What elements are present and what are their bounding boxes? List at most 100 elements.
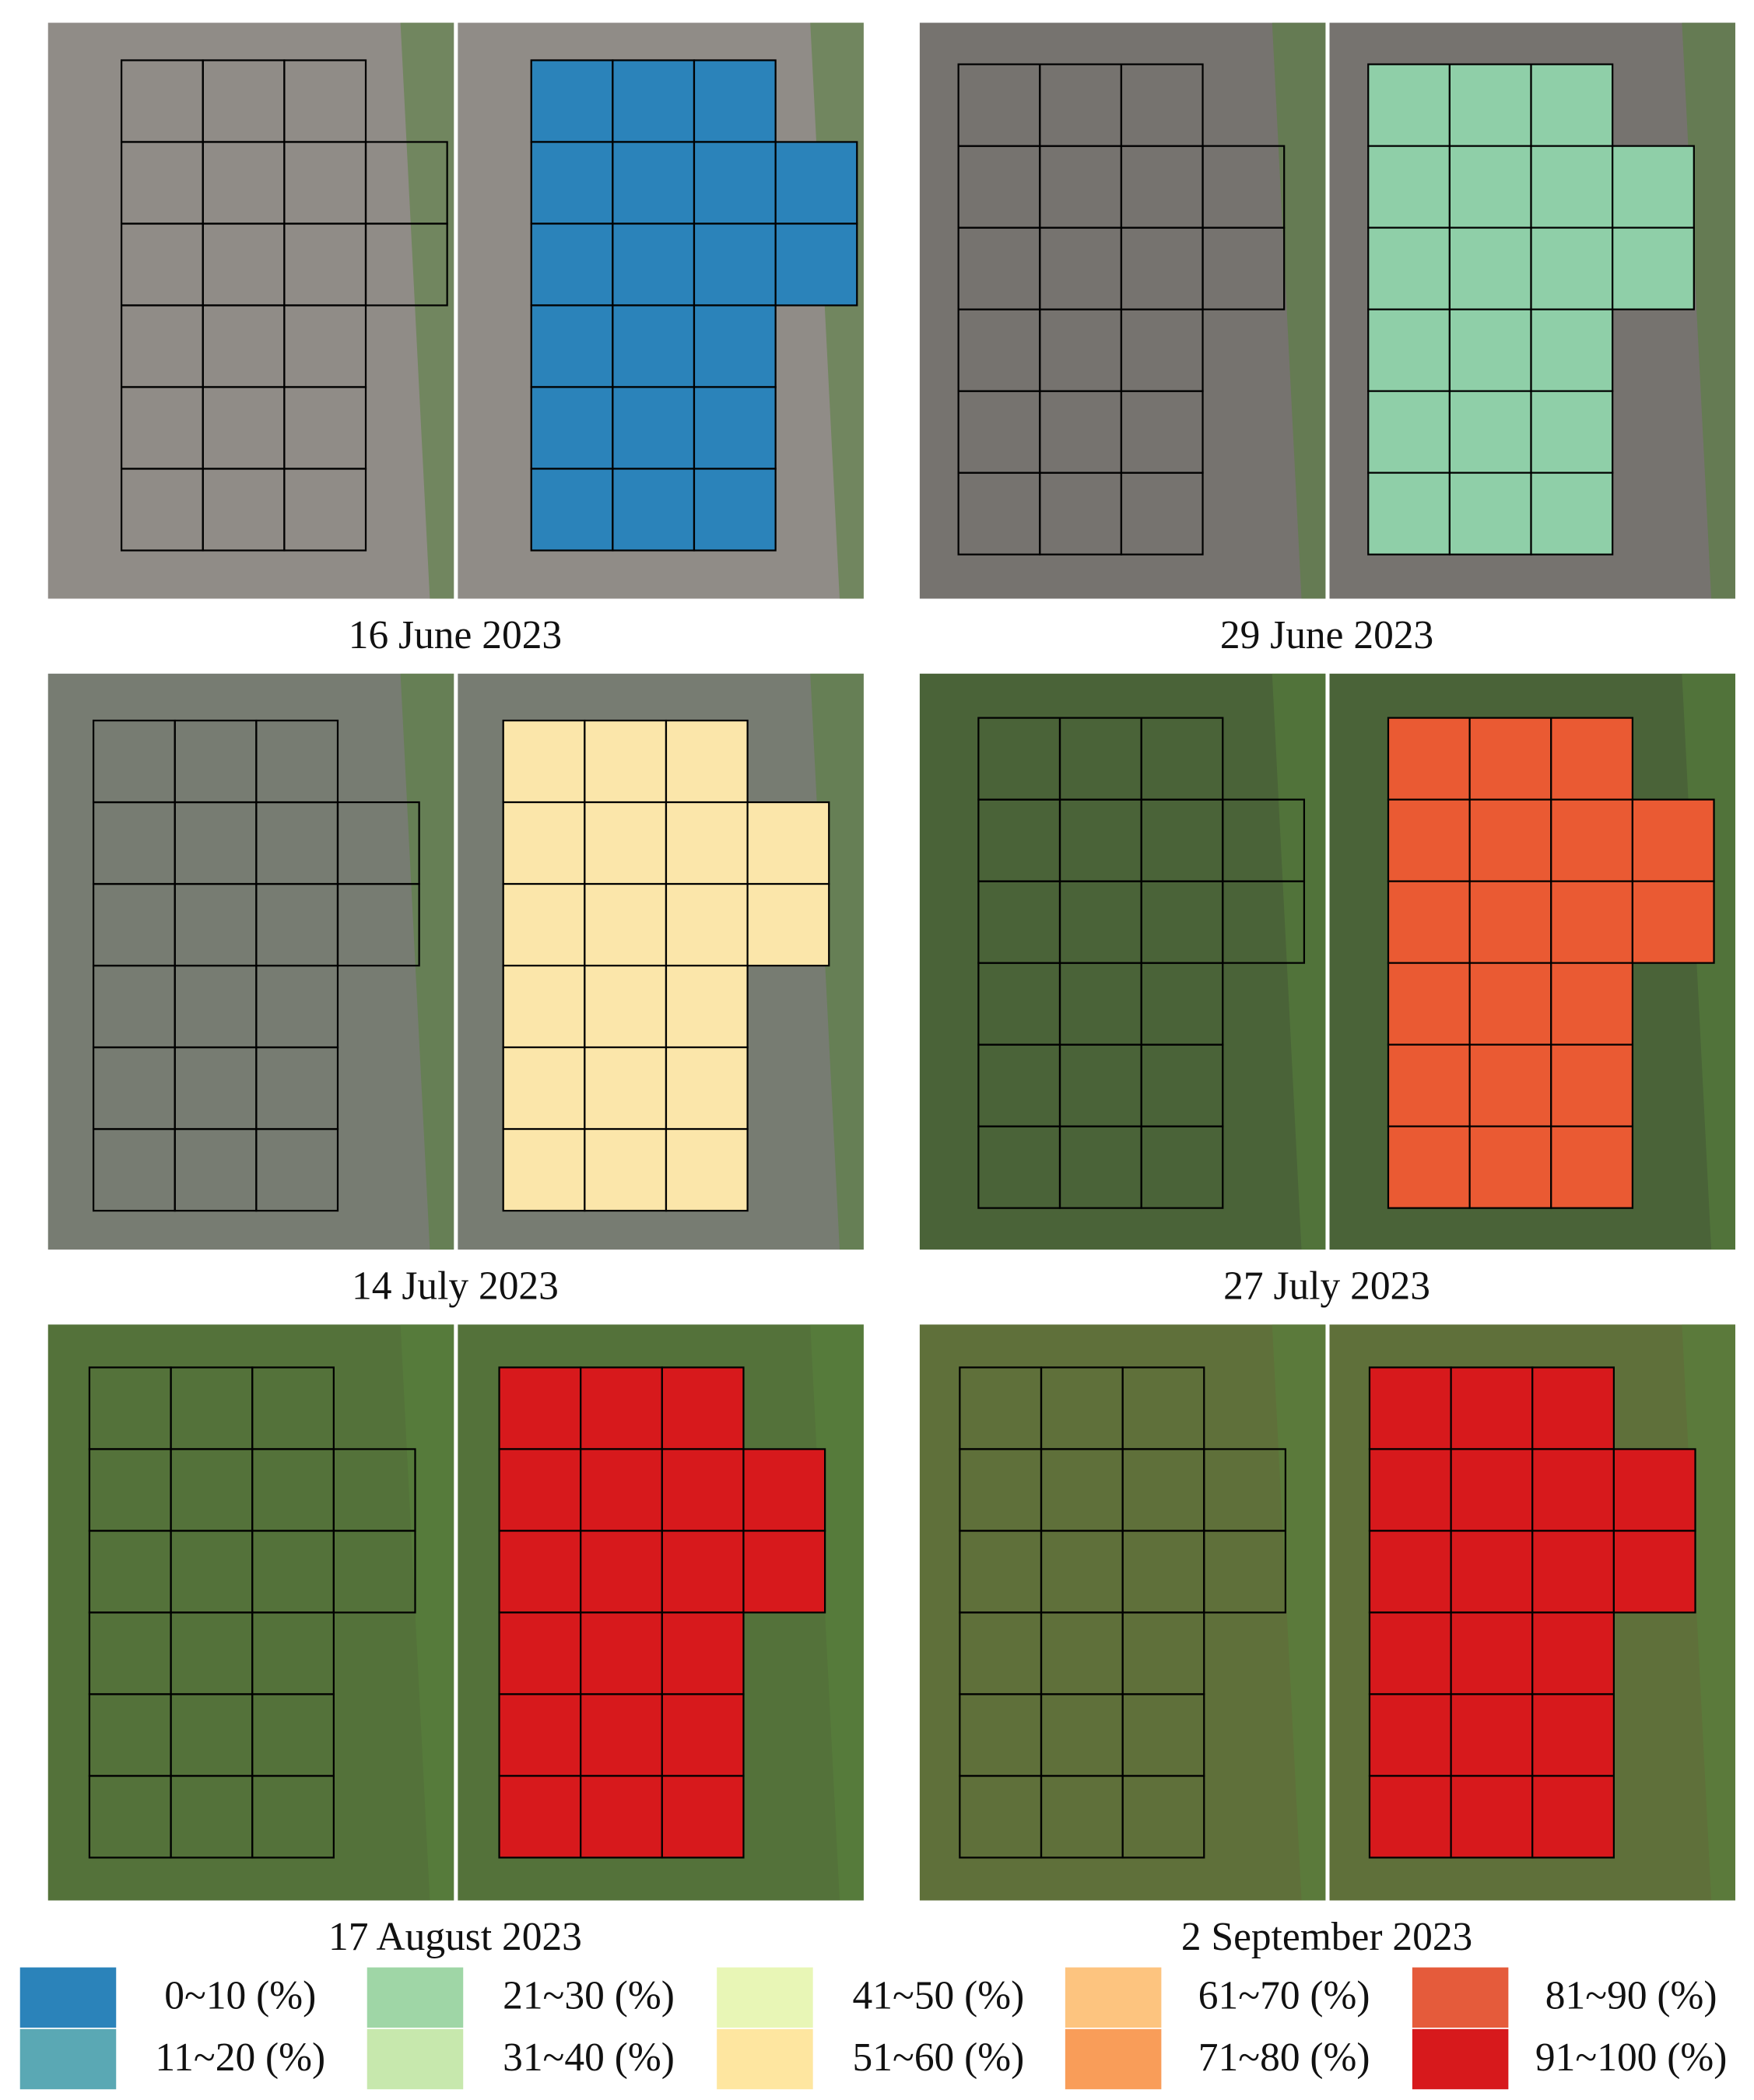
overlay-cell bbox=[1530, 63, 1614, 147]
overlay-cell bbox=[498, 1611, 582, 1695]
overlay-cell bbox=[746, 801, 830, 885]
aerial-photo bbox=[919, 673, 1326, 1250]
overlay-cell bbox=[661, 1611, 745, 1695]
panel: 16 June 2023 bbox=[47, 23, 864, 657]
overlay-cell bbox=[580, 1611, 663, 1695]
grid-cell bbox=[1140, 1125, 1224, 1209]
field-edge bbox=[1272, 23, 1326, 599]
overlay-cell bbox=[693, 223, 777, 307]
panel: 27 July 2023 bbox=[919, 673, 1735, 1308]
overlay-cell bbox=[580, 1530, 663, 1614]
legend-label: 91~100 (%) bbox=[1535, 2035, 1727, 2080]
overlay-cell bbox=[580, 1693, 663, 1777]
panel-caption: 2 September 2023 bbox=[1181, 1915, 1472, 1959]
overlay-cell bbox=[1368, 1448, 1452, 1532]
overlay-cell bbox=[584, 719, 668, 804]
overlay-cell bbox=[530, 59, 614, 143]
overlay-cell bbox=[1368, 1611, 1452, 1695]
grid-cell bbox=[1222, 880, 1306, 964]
legend-label: 61~70 (%) bbox=[1198, 1974, 1370, 2018]
field-shade bbox=[919, 23, 1326, 599]
overlay-cell bbox=[1387, 1125, 1471, 1209]
legend-swatch bbox=[1412, 1967, 1509, 2028]
overlay-cell bbox=[1387, 717, 1471, 801]
overlay-cell bbox=[1631, 798, 1715, 882]
field-shade bbox=[919, 673, 1326, 1250]
overlay-cell bbox=[1531, 1530, 1615, 1614]
grid-cell bbox=[364, 223, 448, 307]
overlay-cell bbox=[498, 1448, 582, 1532]
overlay-cell bbox=[661, 1448, 745, 1532]
overlay-cell bbox=[1450, 1611, 1534, 1695]
overlay-cell bbox=[498, 1530, 582, 1614]
overlay-cell bbox=[502, 964, 586, 1049]
overlay-cell bbox=[742, 1530, 826, 1614]
field-shade bbox=[47, 23, 454, 599]
grid-cell bbox=[332, 1530, 416, 1614]
overlay-cell bbox=[584, 801, 668, 885]
grid-cell bbox=[1121, 1775, 1205, 1859]
overlay-cell bbox=[1531, 1693, 1615, 1777]
overlay-cell bbox=[530, 141, 614, 225]
overlay-cell bbox=[661, 1366, 745, 1450]
overlay-cell bbox=[1450, 1693, 1534, 1777]
grid-cell bbox=[1120, 472, 1204, 556]
overlay-cell bbox=[665, 1046, 749, 1131]
panel-caption: 17 August 2023 bbox=[328, 1915, 582, 1959]
overlay-cell bbox=[530, 386, 614, 470]
overlay-cell bbox=[612, 141, 696, 225]
overlay-cell bbox=[502, 1127, 586, 1212]
overlay-cell bbox=[1368, 1530, 1452, 1614]
panel: 29 June 2023 bbox=[919, 23, 1735, 657]
field-edge bbox=[1272, 673, 1326, 1250]
overlay-cell bbox=[1530, 390, 1614, 474]
grid-cell bbox=[283, 468, 367, 552]
overlay-cell bbox=[612, 59, 696, 143]
grid-cell bbox=[251, 1775, 335, 1859]
overlay-cell bbox=[530, 304, 614, 388]
overlay-cell bbox=[1612, 1448, 1696, 1532]
overlay-cell bbox=[1387, 798, 1471, 882]
overlay-cell bbox=[1450, 1530, 1534, 1614]
overlay-cell bbox=[502, 801, 586, 885]
overlay-cell bbox=[1468, 1125, 1552, 1209]
overlay-cell bbox=[665, 801, 749, 885]
overlay-cell bbox=[693, 468, 777, 552]
grid-cell bbox=[1201, 226, 1286, 310]
legend-label: 51~60 (%) bbox=[853, 2035, 1025, 2080]
legend-label: 21~30 (%) bbox=[503, 1974, 675, 2018]
overlay-cell bbox=[1531, 1448, 1615, 1532]
overlay-cell bbox=[665, 719, 749, 804]
legend-swatch bbox=[717, 2028, 813, 2090]
overlay-cell bbox=[774, 223, 858, 307]
overlay-cell bbox=[1550, 962, 1634, 1046]
legend-swatch bbox=[367, 1967, 464, 2028]
overlay-cell bbox=[580, 1448, 663, 1532]
overlay-cell bbox=[1530, 226, 1614, 310]
legend-swatch bbox=[19, 1967, 117, 2028]
overlay-cell bbox=[665, 882, 749, 967]
overlay-cell bbox=[1550, 880, 1634, 964]
aerial-photo bbox=[919, 23, 1326, 599]
overlay-cell bbox=[1367, 226, 1451, 310]
overlay-cell bbox=[498, 1366, 582, 1450]
overlay-cell bbox=[774, 141, 858, 225]
overlay-cell bbox=[1448, 226, 1532, 310]
panel: 2 September 2023 bbox=[919, 1324, 1735, 1959]
overlay-cell bbox=[1550, 1125, 1634, 1209]
overlay-cell bbox=[1530, 308, 1614, 392]
overlay-cell bbox=[1450, 1448, 1534, 1532]
overlay-cell bbox=[665, 1127, 749, 1212]
overlay-cell bbox=[1612, 145, 1695, 229]
overlay-cell bbox=[1550, 1043, 1634, 1127]
overlay-cell bbox=[502, 719, 586, 804]
legend-label: 71~80 (%) bbox=[1198, 2035, 1370, 2080]
overlay-cell bbox=[580, 1775, 663, 1859]
overlay-cell bbox=[1550, 717, 1634, 801]
overlay-cell bbox=[612, 304, 696, 388]
overlay-cell bbox=[1387, 962, 1471, 1046]
overlay-cell bbox=[1387, 1043, 1471, 1127]
overlay-cell bbox=[612, 223, 696, 307]
overlay-cell bbox=[1612, 1530, 1696, 1614]
